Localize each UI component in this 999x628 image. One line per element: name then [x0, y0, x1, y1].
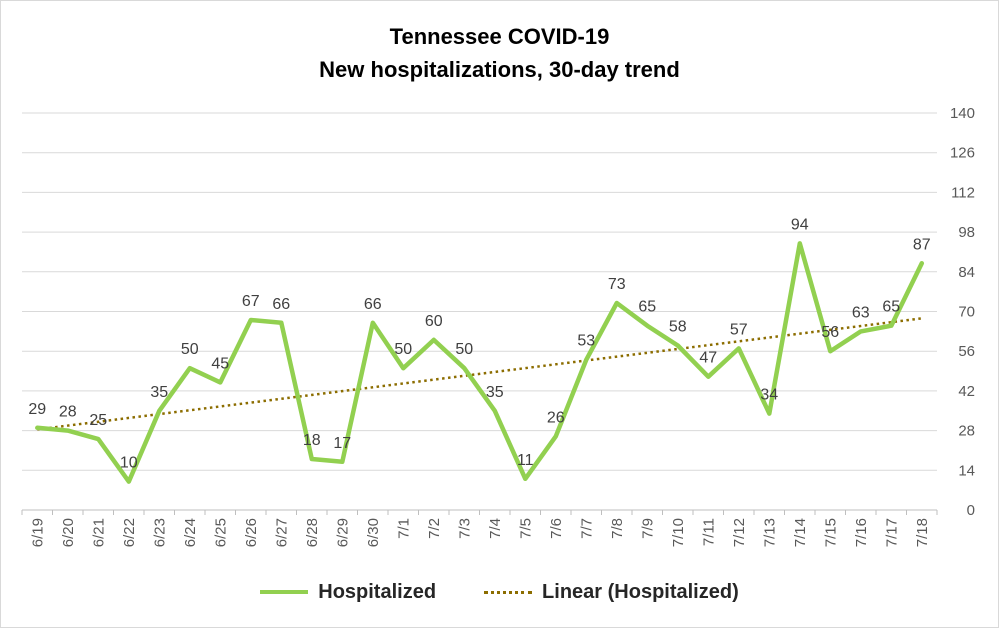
data-label: 29: [28, 401, 46, 418]
data-label: 45: [211, 355, 229, 372]
x-tick-label: 6/25: [212, 518, 229, 547]
x-tick-label: 7/18: [914, 518, 931, 547]
data-label: 35: [486, 384, 504, 401]
x-tick-label: 6/27: [273, 518, 290, 547]
y-axis: 0 14 28 42 56 70 84 98 112 126 140: [950, 105, 975, 519]
y-tick-label: 42: [958, 383, 975, 400]
data-label: 57: [730, 321, 748, 338]
x-tick-label: 6/19: [29, 518, 46, 547]
legend-label-hospitalized: Hospitalized: [318, 580, 437, 603]
x-tick-label: 7/13: [761, 518, 778, 547]
x-tick-label: 7/9: [639, 518, 656, 539]
legend-item-linear: Linear (Hospitalized): [484, 581, 739, 604]
data-label: 11: [517, 452, 534, 469]
legend-swatch-dotted: [484, 590, 533, 594]
y-tick-label: 70: [958, 304, 975, 321]
data-label: 60: [425, 313, 443, 330]
y-tick-label: 112: [951, 184, 975, 201]
x-tick-label: 7/2: [426, 518, 443, 539]
x-tick-label: 6/21: [90, 518, 107, 547]
chart-subtitle: New hospitalizations, 30-day trend: [319, 57, 680, 82]
y-tick-label: 0: [967, 502, 975, 519]
legend: Hospitalized Linear (Hospitalized): [0, 577, 999, 607]
x-tick-label: 7/7: [578, 518, 595, 539]
data-label: 28: [59, 404, 77, 421]
x-tick-label: 7/10: [670, 518, 687, 547]
trendline: [37, 317, 922, 431]
y-tick-label: 98: [958, 224, 975, 241]
y-tick-label: 28: [958, 423, 975, 440]
data-label: 34: [760, 387, 778, 404]
x-tick-label: 6/24: [182, 518, 199, 547]
y-tick-label: 56: [958, 343, 975, 360]
x-tick-label: 6/30: [365, 518, 382, 547]
x-tick-label: 7/15: [822, 518, 839, 547]
data-label: 35: [150, 384, 168, 401]
x-tick-label: 7/6: [548, 518, 565, 539]
x-tick-label: 6/28: [304, 518, 321, 547]
x-tick-label: 6/22: [121, 518, 138, 547]
data-label: 50: [181, 341, 199, 358]
legend-item-hospitalized: Hospitalized: [260, 581, 436, 604]
data-label: 73: [608, 276, 626, 293]
x-tick-label: 7/16: [853, 518, 870, 547]
data-label: 17: [333, 435, 351, 452]
y-tick-label: 126: [950, 145, 975, 162]
data-label: 65: [882, 299, 900, 316]
legend-label-linear: Linear (Hospitalized): [542, 580, 739, 603]
x-tick-label: 6/20: [60, 518, 77, 547]
data-label: 10: [120, 455, 138, 472]
data-label: 63: [852, 304, 870, 321]
x-axis: 6/19 6/20 6/21 6/22 6/23 6/24 6/25 6/26 6/27 6/28…: [21, 509, 938, 547]
data-labels: 29 28 25 10 35 50 45 67 66 18 17 66 50 60 50 35 11 26 53 73…: [28, 216, 930, 471]
x-tick-label: 7/11: [700, 518, 717, 546]
legend-swatch-solid: [260, 590, 309, 594]
data-label: 50: [394, 341, 412, 358]
data-label: 67: [242, 293, 260, 310]
x-tick-label: 7/12: [731, 518, 748, 547]
series-layer: [35, 241, 925, 484]
data-label: 18: [303, 432, 321, 449]
data-label: 50: [455, 341, 473, 358]
data-label: 87: [913, 236, 931, 253]
x-tick-label: 7/17: [883, 518, 900, 547]
x-tick-label: 7/1: [395, 518, 412, 539]
data-label: 53: [577, 333, 595, 350]
y-tick-label: 140: [950, 105, 975, 122]
x-tick-label: 6/29: [334, 518, 351, 547]
x-tick-label: 7/4: [487, 518, 504, 539]
x-tick-label: 7/5: [517, 518, 534, 539]
data-label: 56: [821, 324, 839, 341]
data-label: 25: [89, 412, 107, 429]
chart-title-block: Tennessee COVID-19 New hospitalizations,…: [0, 20, 999, 86]
x-tick-label: 6/23: [151, 518, 168, 547]
series-line-hospitalized: [35, 241, 925, 484]
trendline-layer: [37, 317, 922, 431]
x-tick-label: 7/8: [609, 518, 626, 539]
data-label: 66: [364, 296, 382, 313]
data-label: 94: [791, 216, 809, 233]
data-label: 65: [638, 299, 656, 316]
data-label: 47: [699, 350, 717, 367]
x-tick-label: 6/26: [243, 518, 260, 547]
y-tick-label: 14: [958, 462, 975, 479]
y-tick-label: 84: [958, 264, 975, 281]
x-tick-label: 7/3: [456, 518, 473, 539]
data-label: 58: [669, 319, 687, 336]
x-tick-label: 7/14: [792, 518, 809, 547]
chart-title: Tennessee COVID-19: [389, 24, 610, 49]
data-label: 26: [547, 409, 565, 426]
gridlines: [22, 112, 937, 471]
data-label: 66: [272, 296, 290, 313]
